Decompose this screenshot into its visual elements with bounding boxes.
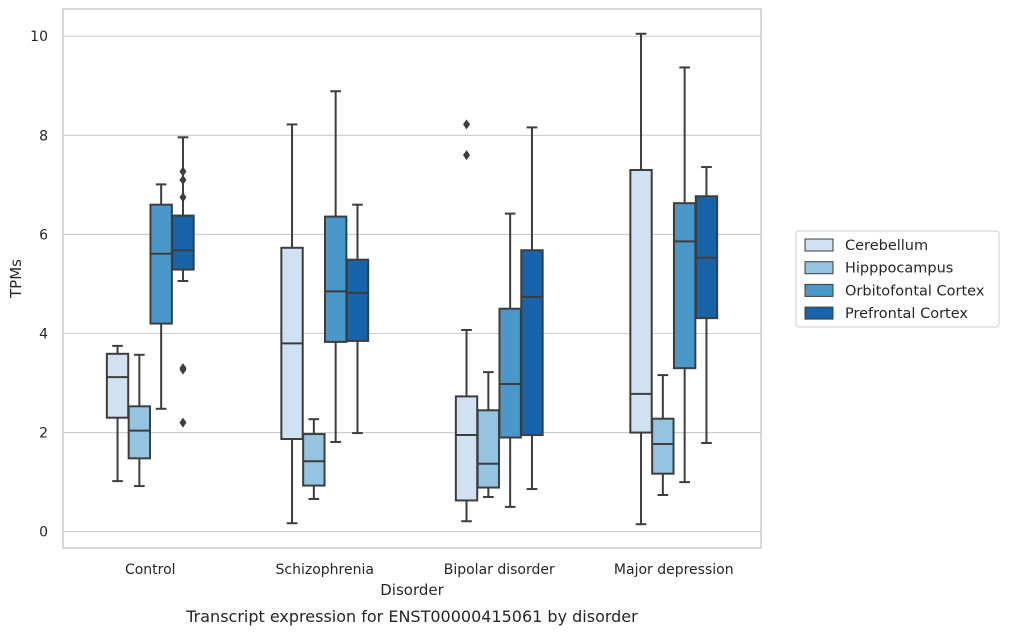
chart-caption: Transcript expression for ENST0000041506… (185, 607, 638, 626)
outlier-point (179, 417, 187, 428)
x-tick-label: Major depression (614, 562, 734, 578)
y-tick-label: 2 (39, 426, 48, 442)
box-group (694, 166, 719, 444)
y-tick-label: 6 (39, 227, 48, 243)
box-iqr (105, 352, 130, 419)
legend-swatch (804, 283, 834, 297)
outlier-point (179, 192, 187, 203)
box-group (302, 418, 326, 500)
box-iqr (672, 202, 697, 370)
legend: Cerebellum Hipppocampus Orbitofontal Corte… (795, 230, 1000, 328)
y-axis-label: TPMs (7, 259, 25, 299)
outlier-point (463, 150, 471, 161)
legend-label: Orbitofontal Cortex (845, 283, 985, 299)
legend-frame (795, 230, 1000, 328)
box-group (651, 374, 675, 496)
box-iqr (629, 169, 653, 434)
x-axis-ticks: Control Schizophrenia Bipolar disorder Majo… (125, 562, 734, 578)
box-group (629, 32, 653, 526)
box-plot-series (105, 32, 719, 526)
legend-swatch (804, 306, 834, 320)
outlier-point (179, 174, 187, 185)
box-group (280, 123, 304, 525)
box-group (105, 344, 130, 483)
box-iqr (651, 417, 675, 475)
x-tick-label: Bipolar disorder (444, 562, 555, 578)
outlier-point (179, 166, 187, 177)
y-tick-label: 0 (39, 525, 48, 541)
box-group (127, 353, 152, 488)
y-tick-label: 8 (39, 128, 48, 144)
box-iqr (323, 215, 348, 343)
box-group (520, 126, 544, 491)
x-tick-label: Control (125, 562, 176, 578)
x-axis-label: Disorder (380, 581, 444, 599)
legend-swatch (804, 261, 834, 275)
legend-swatch (804, 238, 834, 252)
outlier-point (463, 119, 471, 130)
x-tick-label: Schizophrenia (276, 562, 374, 578)
box-iqr (127, 405, 152, 460)
plot-area-frame (62, 8, 762, 549)
legend-label: Hipppocampus (845, 261, 953, 277)
box-iqr (171, 214, 195, 271)
box-group (454, 119, 479, 523)
box-iqr (454, 395, 479, 502)
box-iqr (498, 307, 522, 439)
box-iqr (476, 409, 501, 489)
outlier-point (179, 364, 187, 375)
box-group (672, 66, 697, 484)
box-group (323, 90, 348, 443)
box-iqr (520, 249, 544, 437)
box-iqr (345, 258, 370, 342)
box-group (345, 203, 370, 435)
box-iqr (302, 433, 326, 487)
y-axis-ticks: 0 2 4 6 8 10 (30, 29, 48, 540)
legend-label: Prefrontal Cortex (845, 306, 968, 322)
box-iqr (149, 203, 173, 325)
box-group (149, 183, 173, 410)
box-group (498, 212, 522, 508)
box-group (476, 371, 501, 498)
y-tick-label: 10 (30, 29, 48, 45)
legend-label: Cerebellum (845, 238, 928, 254)
box-group (171, 136, 195, 428)
y-tick-label: 4 (39, 326, 48, 342)
